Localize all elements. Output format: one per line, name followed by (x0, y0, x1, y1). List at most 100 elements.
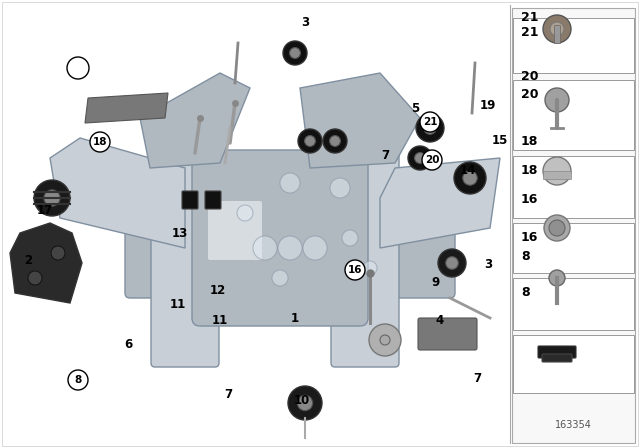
Circle shape (272, 270, 288, 286)
Bar (513, 278, 634, 330)
FancyBboxPatch shape (418, 318, 477, 350)
FancyBboxPatch shape (125, 193, 455, 298)
Text: 18: 18 (521, 135, 538, 148)
Circle shape (422, 150, 442, 170)
Text: 13: 13 (172, 227, 188, 240)
Circle shape (543, 15, 571, 43)
Text: 1: 1 (291, 311, 299, 324)
Text: 19: 19 (480, 99, 496, 112)
Text: 6: 6 (124, 339, 132, 352)
Bar (513, 223, 634, 273)
Text: 16: 16 (348, 265, 362, 275)
Circle shape (544, 215, 570, 241)
Text: 8: 8 (74, 375, 82, 385)
Text: 163354: 163354 (555, 420, 591, 430)
Circle shape (345, 260, 365, 280)
Circle shape (28, 271, 42, 285)
Bar (554, 25, 560, 43)
Circle shape (543, 157, 571, 185)
Circle shape (68, 370, 88, 390)
Circle shape (67, 57, 89, 79)
Circle shape (330, 178, 350, 198)
Text: 11: 11 (170, 298, 186, 311)
FancyBboxPatch shape (205, 191, 221, 209)
Circle shape (44, 190, 60, 206)
Circle shape (420, 112, 440, 132)
Text: 7: 7 (224, 388, 232, 401)
Polygon shape (85, 93, 168, 123)
Polygon shape (140, 73, 250, 168)
Circle shape (438, 249, 466, 277)
Circle shape (51, 246, 65, 260)
Circle shape (253, 236, 277, 260)
Circle shape (342, 230, 358, 246)
Bar (513, 335, 634, 393)
Circle shape (34, 180, 70, 216)
Polygon shape (50, 138, 185, 248)
Text: 21: 21 (423, 117, 437, 127)
Circle shape (549, 220, 565, 236)
Circle shape (90, 132, 110, 152)
Text: 21: 21 (521, 11, 538, 24)
Circle shape (550, 22, 564, 36)
Circle shape (278, 236, 302, 260)
FancyBboxPatch shape (331, 109, 399, 367)
Circle shape (424, 122, 436, 134)
Text: 9: 9 (432, 276, 440, 289)
Circle shape (408, 146, 432, 170)
Text: 15: 15 (492, 134, 508, 146)
Text: 8: 8 (521, 250, 530, 263)
FancyBboxPatch shape (538, 346, 576, 358)
Bar (513, 156, 634, 218)
Circle shape (303, 236, 327, 260)
Circle shape (290, 47, 300, 58)
Circle shape (288, 386, 322, 420)
Circle shape (545, 88, 569, 112)
Circle shape (330, 136, 340, 146)
Text: 7: 7 (473, 371, 481, 384)
FancyBboxPatch shape (512, 8, 635, 443)
Text: 21: 21 (521, 26, 538, 39)
Circle shape (298, 395, 313, 411)
Text: 14: 14 (460, 164, 476, 177)
Text: 17: 17 (37, 203, 53, 216)
Text: 20: 20 (521, 88, 538, 101)
Text: 2: 2 (24, 254, 32, 267)
Circle shape (415, 153, 426, 164)
Circle shape (305, 136, 316, 146)
Circle shape (369, 324, 401, 356)
Circle shape (298, 129, 322, 153)
Circle shape (380, 335, 390, 345)
Text: 12: 12 (210, 284, 226, 297)
Polygon shape (10, 223, 82, 303)
Circle shape (463, 171, 477, 185)
Text: 8: 8 (521, 286, 530, 299)
Circle shape (280, 173, 300, 193)
Circle shape (454, 162, 486, 194)
FancyBboxPatch shape (542, 354, 572, 362)
Text: 20: 20 (425, 155, 439, 165)
Circle shape (237, 205, 253, 221)
FancyBboxPatch shape (151, 109, 219, 367)
Text: 18: 18 (521, 164, 538, 177)
Text: 10: 10 (294, 393, 310, 406)
FancyBboxPatch shape (192, 150, 368, 326)
Polygon shape (380, 158, 500, 248)
Text: 5: 5 (411, 102, 419, 115)
Text: 16: 16 (521, 193, 538, 206)
Text: 11: 11 (212, 314, 228, 327)
Text: 4: 4 (436, 314, 444, 327)
Circle shape (363, 261, 377, 275)
Bar (543, 171, 571, 179)
Circle shape (445, 257, 458, 269)
Bar (513, 80, 634, 150)
FancyBboxPatch shape (182, 191, 198, 209)
Polygon shape (300, 73, 420, 168)
Text: 20: 20 (521, 70, 538, 83)
Bar (513, 18, 634, 73)
Circle shape (323, 129, 347, 153)
Text: 16: 16 (521, 231, 538, 244)
Circle shape (416, 114, 444, 142)
Circle shape (549, 270, 565, 286)
Circle shape (283, 41, 307, 65)
